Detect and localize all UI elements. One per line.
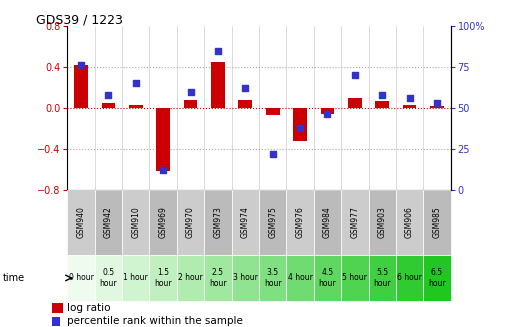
Bar	[259, 190, 286, 255]
Bar	[286, 190, 314, 255]
Text: 4.5
hour: 4.5 hour	[319, 268, 336, 288]
Text: 2 hour: 2 hour	[178, 273, 203, 283]
Text: GSM985: GSM985	[433, 206, 441, 238]
Bar	[211, 62, 225, 108]
Bar	[259, 255, 286, 301]
Text: GSM973: GSM973	[213, 206, 222, 238]
Bar	[204, 255, 232, 301]
Bar	[232, 255, 259, 301]
Text: 6.5
hour: 6.5 hour	[428, 268, 446, 288]
Bar	[314, 190, 341, 255]
Bar	[95, 255, 122, 301]
Text: 5 hour: 5 hour	[342, 273, 367, 283]
Text: GDS39 / 1223: GDS39 / 1223	[36, 13, 123, 26]
Bar	[177, 255, 204, 301]
Bar	[95, 190, 122, 255]
Point	[296, 125, 304, 130]
Bar	[314, 255, 341, 301]
Text: 0.5
hour: 0.5 hour	[99, 268, 117, 288]
Bar	[266, 108, 280, 115]
Point	[323, 112, 332, 117]
Text: GSM940: GSM940	[77, 206, 85, 238]
Bar	[341, 190, 368, 255]
Bar	[67, 255, 95, 301]
Text: 0 hour: 0 hour	[68, 273, 93, 283]
Text: GSM910: GSM910	[131, 206, 140, 238]
Point	[378, 92, 386, 97]
Bar	[177, 190, 204, 255]
Text: 3 hour: 3 hour	[233, 273, 258, 283]
Text: GSM974: GSM974	[241, 206, 250, 238]
Bar	[396, 190, 423, 255]
Point	[268, 151, 277, 156]
Point	[132, 81, 140, 86]
Bar	[341, 255, 368, 301]
Bar	[122, 255, 150, 301]
Point	[351, 73, 359, 78]
Bar	[348, 98, 362, 108]
Bar	[423, 255, 451, 301]
Text: 1 hour: 1 hour	[123, 273, 148, 283]
Text: 6 hour: 6 hour	[397, 273, 422, 283]
Point	[159, 167, 167, 173]
Text: 5.5
hour: 5.5 hour	[373, 268, 391, 288]
Point	[433, 100, 441, 106]
Text: GSM976: GSM976	[296, 206, 305, 238]
Text: GSM942: GSM942	[104, 206, 113, 238]
Text: GSM975: GSM975	[268, 206, 277, 238]
Text: time: time	[3, 273, 25, 283]
Text: log ratio: log ratio	[67, 303, 111, 313]
Bar	[403, 105, 416, 108]
Text: 1.5
hour: 1.5 hour	[154, 268, 172, 288]
Bar	[423, 190, 451, 255]
Text: 3.5
hour: 3.5 hour	[264, 268, 281, 288]
Bar	[204, 190, 232, 255]
Bar	[74, 65, 88, 108]
Point	[77, 63, 85, 68]
Bar	[52, 303, 63, 313]
Bar	[293, 108, 307, 141]
Bar	[396, 255, 423, 301]
Bar	[129, 105, 142, 108]
Point	[104, 92, 112, 97]
Bar	[321, 108, 334, 114]
Text: GSM969: GSM969	[159, 206, 168, 238]
Bar	[286, 255, 314, 301]
Bar	[376, 101, 389, 108]
Bar	[67, 190, 95, 255]
Bar	[150, 255, 177, 301]
Bar	[368, 255, 396, 301]
Bar	[122, 190, 150, 255]
Bar	[156, 108, 170, 171]
Bar	[368, 190, 396, 255]
Point	[406, 95, 414, 101]
Text: 2.5
hour: 2.5 hour	[209, 268, 227, 288]
Bar	[238, 100, 252, 108]
Text: GSM984: GSM984	[323, 206, 332, 238]
Point	[241, 86, 250, 91]
Bar	[102, 103, 115, 108]
Point	[214, 48, 222, 53]
Bar	[52, 317, 60, 326]
Text: percentile rank within the sample: percentile rank within the sample	[67, 316, 243, 326]
Text: GSM903: GSM903	[378, 206, 387, 238]
Bar	[150, 190, 177, 255]
Text: GSM970: GSM970	[186, 206, 195, 238]
Text: GSM977: GSM977	[350, 206, 359, 238]
Bar	[232, 190, 259, 255]
Text: GSM906: GSM906	[405, 206, 414, 238]
Bar	[184, 100, 197, 108]
Point	[186, 89, 195, 94]
Text: 4 hour: 4 hour	[287, 273, 312, 283]
Bar	[430, 106, 444, 108]
